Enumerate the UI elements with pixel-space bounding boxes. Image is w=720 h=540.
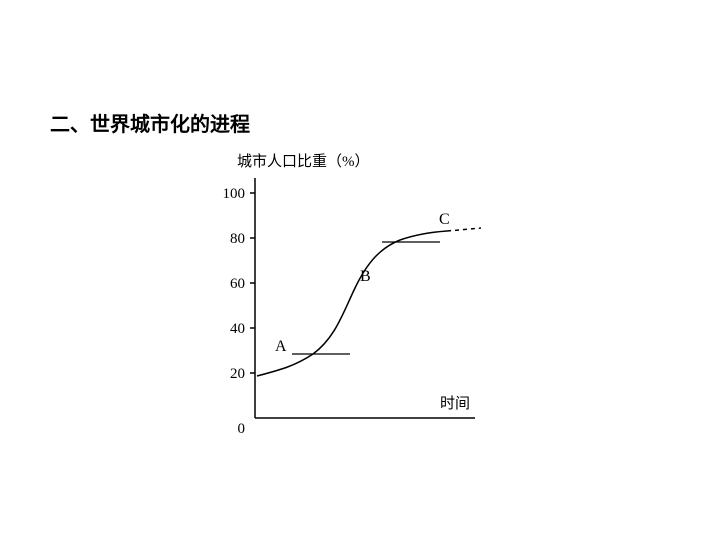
y-tick-label: 0: [238, 421, 246, 437]
stage-labels: A B C: [275, 211, 450, 355]
stage-label: A: [275, 338, 287, 355]
y-tick-label: 20: [230, 366, 245, 382]
section-heading: 二、世界城市化的进程: [50, 108, 250, 137]
urbanization-curve-chart: 城市人口比重（%） 0 20 40 60 80 100 A B C 时间: [195, 148, 515, 448]
y-tick-label: 40: [230, 321, 245, 337]
y-tick-label: 60: [230, 276, 245, 292]
stage-dividers: [292, 242, 440, 354]
stage-label: B: [360, 268, 371, 285]
y-tick-label: 80: [230, 231, 245, 247]
y-axis-label: 城市人口比重（%）: [237, 153, 370, 170]
chart-svg: 城市人口比重（%） 0 20 40 60 80 100 A B C 时间: [195, 148, 515, 448]
y-axis-ticks: 0 20 40 60 80 100: [223, 186, 256, 437]
x-axis-label: 时间: [440, 395, 470, 412]
stage-label: C: [439, 211, 450, 228]
y-tick-label: 100: [223, 186, 246, 202]
s-curve-dashed: [447, 228, 481, 231]
